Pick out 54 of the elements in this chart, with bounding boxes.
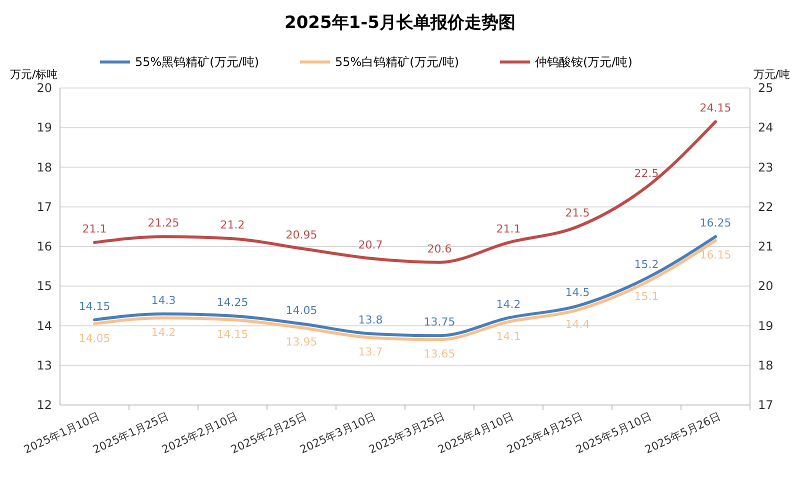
y2-tick-label: 17 (758, 398, 774, 412)
data-label: 20.6 (427, 242, 452, 256)
data-label: 21.1 (82, 222, 107, 236)
data-label: 14.2 (151, 326, 176, 339)
y-tick-label: 15 (36, 279, 52, 294)
y2-tick-label: 23 (758, 160, 774, 174)
data-label: 15.1 (634, 290, 659, 304)
data-label: 21.1 (496, 222, 521, 236)
data-label: 15.2 (634, 258, 659, 272)
data-label: 14.2 (496, 298, 521, 311)
data-label: 13.65 (424, 348, 456, 361)
y2-tick-label: 18 (758, 358, 774, 372)
data-label: 20.7 (358, 238, 383, 252)
data-label: 14.1 (496, 330, 521, 343)
y-tick-label: 14 (36, 318, 52, 333)
y2-axis-title: 万元/吨 (753, 68, 790, 81)
y-tick-label: 20 (36, 81, 52, 95)
data-label: 14.05 (78, 332, 110, 345)
legend-label: 55%黑钨精矿(万元/吨) (135, 55, 260, 69)
data-label: 13.75 (424, 316, 456, 329)
y2-tick-label: 21 (758, 240, 774, 254)
data-label: 14.3 (151, 294, 176, 307)
y-axis-title: 万元/标吨 (10, 68, 58, 81)
data-label: 21.5 (565, 206, 590, 220)
data-label: 21.25 (148, 216, 180, 230)
data-label: 22.5 (634, 167, 659, 180)
data-label: 16.15 (700, 248, 732, 262)
data-label: 13.95 (286, 336, 318, 349)
y-tick-label: 13 (36, 358, 52, 372)
data-label: 20.95 (286, 228, 318, 242)
y-tick-label: 19 (36, 120, 52, 135)
data-label: 14.15 (216, 328, 248, 341)
data-label: 14.05 (286, 304, 318, 317)
data-label: 13.7 (358, 346, 383, 359)
chart-title: 2025年1-5月长单报价走势图 (284, 13, 516, 33)
data-label: 16.25 (700, 216, 732, 230)
y-tick-label: 17 (36, 200, 52, 214)
y2-tick-label: 25 (758, 81, 774, 95)
data-label: 21.2 (220, 218, 245, 232)
y2-tick-label: 20 (758, 279, 774, 294)
y-tick-label: 18 (36, 160, 52, 174)
y2-tick-label: 24 (758, 120, 774, 135)
y-tick-label: 12 (36, 398, 52, 412)
data-label: 14.5 (565, 286, 590, 299)
y2-tick-label: 22 (758, 200, 774, 214)
legend-label: 55%白钨精矿(万元/吨) (335, 55, 460, 69)
y2-tick-label: 19 (758, 318, 774, 333)
data-label: 14.4 (565, 318, 590, 331)
data-label: 24.15 (700, 102, 732, 115)
legend-label: 仲钨酸铵(万元/吨) (535, 55, 632, 69)
data-label: 14.25 (216, 296, 248, 309)
data-label: 14.15 (78, 300, 110, 313)
data-label: 13.8 (358, 314, 383, 327)
y-tick-label: 16 (36, 240, 52, 254)
